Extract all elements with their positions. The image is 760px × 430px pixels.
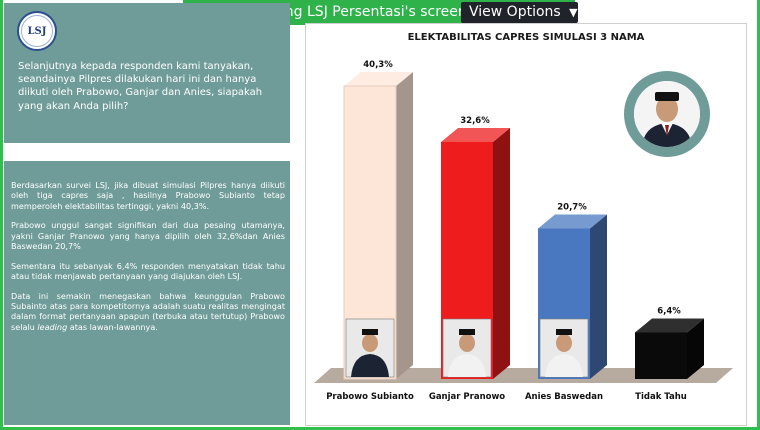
bar-top-1 <box>441 127 510 142</box>
summary-panel: Berdasarkan survei LSJ, jika dibuat simu… <box>4 161 290 425</box>
view-options-label: View Options <box>469 4 561 20</box>
x-label-0: Prabowo Subianto <box>326 392 414 402</box>
bar-3 <box>635 332 687 379</box>
chart-title: ELEKTABILITAS CAPRES SIMULASI 3 NAMA <box>407 32 645 43</box>
candidate-badge <box>624 71 710 157</box>
summary-paragraph-3: Sementara itu sebanyak 6,4% responden me… <box>11 260 285 282</box>
question-panel: LSJ Selanjutnya kepada responden kami ta… <box>4 3 290 143</box>
chevron-down-icon: ▼ <box>569 6 578 19</box>
candidate-avatar <box>634 81 700 147</box>
summary-paragraph-4: Data ini semakin menegaskan bahwa keungg… <box>11 291 285 332</box>
data-label-1: 32,6% <box>460 116 490 126</box>
x-label-3: Tidak Tahu <box>635 392 687 402</box>
candidate-photo-0 <box>345 318 395 378</box>
bar-top-0 <box>344 72 413 86</box>
summary-paragraph-1: Berdasarkan survei LSJ, jika dibuat simu… <box>11 180 285 211</box>
person-portrait-icon <box>634 81 700 147</box>
bar-side-3 <box>687 318 704 379</box>
summary-p4-tail: atas lawan-lawannya. <box>67 321 158 332</box>
bar-top-2 <box>538 214 607 229</box>
candidate-photo-1 <box>442 318 492 378</box>
view-options-button[interactable]: View Options ▼ <box>461 2 578 23</box>
candidate-photo-2 <box>539 318 589 378</box>
summary-p4-emphasis: leading <box>37 321 68 332</box>
chart-floor <box>314 368 733 383</box>
data-label-2: 20,7% <box>557 203 587 213</box>
summary-p4-text: Data ini semakin menegaskan bahwa keungg… <box>11 290 285 332</box>
chart-card: ELEKTABILITAS CAPRES SIMULASI 3 NAMA 40,… <box>305 23 747 426</box>
bar-chart: 40,3% 32,6% 20,7% 6,4% <box>314 60 733 383</box>
x-label-2: Anies Baswedan <box>524 392 604 402</box>
lsj-logo: LSJ <box>17 11 57 51</box>
summary-paragraph-2: Prabowo unggul sangat signifikan dari du… <box>11 220 285 251</box>
bar-top-3 <box>635 318 704 333</box>
x-label-1: Ganjar Pranowo <box>428 392 506 402</box>
lsj-logo-mark: LSJ <box>21 15 53 47</box>
data-label-3: 6,4% <box>657 306 681 316</box>
bar-side-0 <box>396 72 413 379</box>
data-label-0: 40,3% <box>363 60 393 70</box>
bar-side-2 <box>590 214 607 379</box>
bar-side-1 <box>493 127 510 379</box>
survey-question: Selanjutnya kepada responden kami tanyak… <box>18 61 263 112</box>
